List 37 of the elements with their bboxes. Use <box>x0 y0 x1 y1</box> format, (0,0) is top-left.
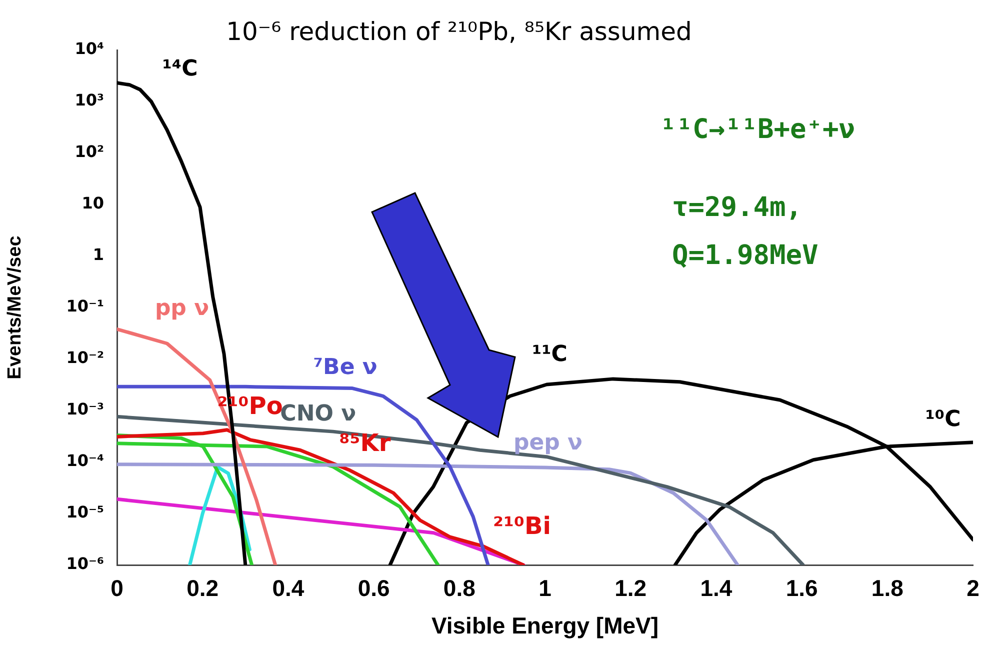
y-tick-label: 10⁻¹ <box>66 296 104 316</box>
x-tick-label: 0.8 <box>443 575 476 602</box>
series-label: ¹⁴C <box>162 56 198 82</box>
y-axis-title: Events/MeV/sec <box>4 235 26 380</box>
x-tick-label: 1.8 <box>871 575 904 602</box>
y-tick-label: 10 <box>82 194 104 213</box>
y-tick-label: 10⁴ <box>74 39 104 58</box>
series-label: ¹¹C <box>532 342 568 368</box>
annotation: ⁸⁵Kr <box>339 429 391 458</box>
x-tick-label: 0.4 <box>272 575 304 602</box>
x-tick-label: 0.6 <box>358 575 390 602</box>
y-tick-label: 10⁻⁵ <box>66 502 104 522</box>
series-label: ¹⁰C <box>925 407 961 432</box>
series-label: CNO ν <box>280 401 356 426</box>
y-tick-label: 10⁻² <box>66 348 104 368</box>
series-label: ⁷Be ν <box>313 355 378 380</box>
x-tick-label: 1.2 <box>614 575 647 602</box>
x-tick-label: 0.2 <box>186 575 219 602</box>
chart-title: 10⁻⁶ reduction of ²¹⁰Pb, ⁸⁵Kr assumed <box>226 17 692 46</box>
y-tick-label: 10² <box>74 142 104 162</box>
annotation: ²¹⁰Bi <box>492 512 552 540</box>
series-label: pep ν <box>513 430 583 456</box>
annotation: ¹¹C→¹¹B+e⁺+ν <box>660 114 856 145</box>
y-tick-label: 10⁻⁶ <box>66 554 104 574</box>
y-tick-label: 10⁻⁴ <box>66 451 104 470</box>
x-tick-label: 0 <box>110 575 124 602</box>
x-axis-title: Visible Energy [MeV] <box>431 612 659 639</box>
series-label: pp ν <box>154 296 210 321</box>
annotation: τ=29.4m, <box>672 192 802 223</box>
x-tick-label: 1.6 <box>786 575 818 602</box>
x-tick-label: 1.4 <box>700 575 732 602</box>
y-tick-label: 1 <box>92 245 104 264</box>
y-tick-label: 10⁻³ <box>66 400 104 419</box>
annotation: Q=1.98MeV <box>672 240 818 271</box>
x-tick-label: 2 <box>966 575 980 602</box>
y-tick-label: 10³ <box>74 90 104 110</box>
x-tick-label: 1 <box>538 575 552 602</box>
